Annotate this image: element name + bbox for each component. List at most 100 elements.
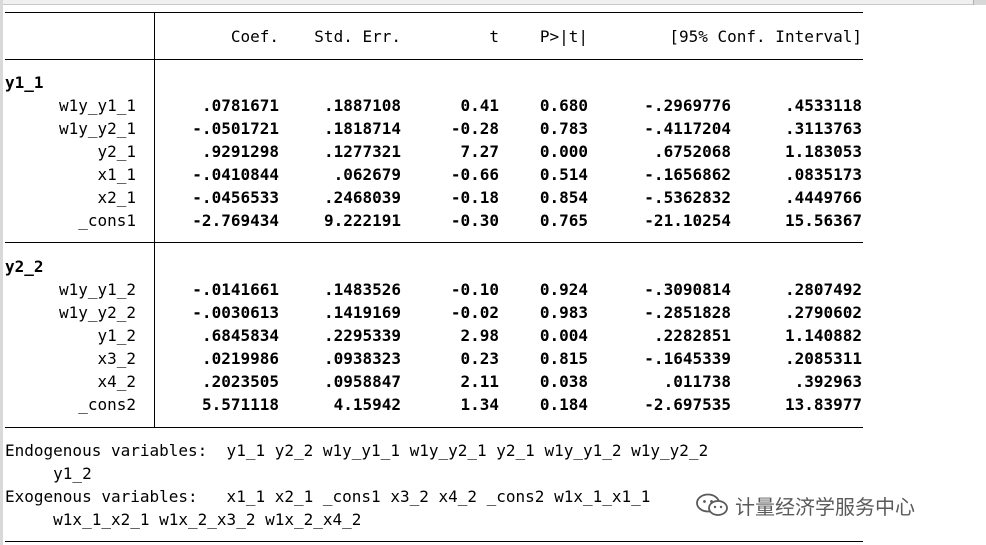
t-value: 7.27 bbox=[460, 142, 499, 161]
ci-upper-value: .2085311 bbox=[784, 349, 862, 368]
equation-label-y1-1: y1_1 bbox=[5, 73, 44, 92]
header-bottom-rule bbox=[5, 59, 863, 60]
stderr-value: .2295339 bbox=[323, 326, 401, 345]
stderr-value: 4.15942 bbox=[333, 395, 401, 414]
table-row: y1_2 .6845834 .2295339 2.98 0.004 .2282851 1.1… bbox=[5, 324, 863, 347]
p-value: 0.983 bbox=[539, 303, 588, 322]
p-value: 0.514 bbox=[539, 165, 588, 184]
ci-lower-value: -.2969776 bbox=[644, 96, 731, 115]
table-row: _cons2 5.571118 4.15942 1.34 0.184 -2.697535 1… bbox=[5, 393, 863, 416]
table-header-row: Coef. Std. Err. t P>|t| [95% Conf. Inter… bbox=[5, 25, 863, 48]
equation-label-y2-2: y2_2 bbox=[5, 257, 44, 276]
ci-upper-value: 1.183053 bbox=[784, 142, 862, 161]
header-column-separator bbox=[154, 12, 155, 59]
eq2-column-separator bbox=[154, 242, 155, 427]
ci-lower-value: -.5362832 bbox=[644, 188, 731, 207]
ci-upper-value: .4449766 bbox=[784, 188, 862, 207]
ci-lower-value: -21.10254 bbox=[644, 211, 731, 230]
p-value: 0.924 bbox=[539, 280, 588, 299]
ci-lower-value: -.1645339 bbox=[644, 349, 731, 368]
variable-name: y1_2 bbox=[97, 326, 136, 345]
coef-value: -.0501721 bbox=[192, 119, 279, 138]
ci-upper-value: 13.83977 bbox=[784, 395, 862, 414]
p-value: 0.004 bbox=[539, 326, 588, 345]
exogenous-note-line2: w1x_1_x2_1 w1x_2_x3_2 w1x_2_x4_2 bbox=[5, 510, 362, 529]
variable-name: w1y_y2_1 bbox=[58, 119, 136, 138]
coef-value: .9291298 bbox=[201, 142, 279, 161]
eq1-column-separator bbox=[154, 59, 155, 242]
table-row: x1_1 -.0410844 .062679 -0.66 0.514 -.1656862.… bbox=[5, 163, 863, 186]
stderr-value: .1419169 bbox=[323, 303, 401, 322]
header-stderr: Std. Err. bbox=[314, 27, 401, 46]
watermark: 计量经济学服务中心 bbox=[695, 490, 915, 520]
t-value: -0.28 bbox=[450, 119, 499, 138]
wechat-icon bbox=[696, 493, 728, 516]
coef-value: -2.769434 bbox=[192, 211, 279, 230]
notes-bottom-rule bbox=[5, 541, 863, 542]
table-bottom-rule bbox=[5, 427, 863, 428]
variable-name: _cons1 bbox=[78, 211, 136, 230]
coef-value: .0219986 bbox=[201, 349, 279, 368]
variable-name: x3_2 bbox=[97, 349, 136, 368]
t-value: -0.18 bbox=[450, 188, 499, 207]
header-ci: [95% Conf. Interval] bbox=[669, 27, 862, 46]
ci-lower-value: -.2851828 bbox=[644, 303, 731, 322]
table-row: w1y_y1_1 .0781671 .1887108 0.41 0.680 -.29697… bbox=[5, 94, 863, 117]
eq1-bottom-rule bbox=[5, 242, 863, 243]
p-value: 0.000 bbox=[539, 142, 588, 161]
ci-upper-value: .4533118 bbox=[784, 96, 862, 115]
table-row: w1y_y2_1 -.0501721 .1818714 -0.28 0.783 -.411… bbox=[5, 117, 863, 140]
table-row: _cons1 -2.769434 9.222191 -0.30 0.765 -21.102… bbox=[5, 209, 863, 232]
ci-lower-value: -.3090814 bbox=[644, 280, 731, 299]
coef-value: -.0410844 bbox=[192, 165, 279, 184]
ci-upper-value: .3113763 bbox=[784, 119, 862, 138]
ci-lower-value: .6752068 bbox=[653, 142, 731, 161]
coef-value: .0781671 bbox=[201, 96, 279, 115]
table-row: w1y_y1_2 -.0141661 .1483526 -0.10 0.924 -.309… bbox=[5, 278, 863, 301]
t-value: 0.23 bbox=[460, 349, 499, 368]
stderr-value: .1483526 bbox=[323, 280, 401, 299]
ci-upper-value: .392963 bbox=[794, 372, 862, 391]
coef-value: .6845834 bbox=[201, 326, 279, 345]
ci-upper-value: .0835173 bbox=[784, 165, 862, 184]
p-value: 0.765 bbox=[539, 211, 588, 230]
variable-name: x2_1 bbox=[97, 188, 136, 207]
stderr-value: .1277321 bbox=[323, 142, 401, 161]
coef-value: 5.571118 bbox=[201, 395, 279, 414]
ci-lower-value: -.1656862 bbox=[644, 165, 731, 184]
p-value: 0.184 bbox=[539, 395, 588, 414]
t-value: 2.98 bbox=[460, 326, 499, 345]
window-frame-top bbox=[0, 0, 986, 5]
stderr-value: .0938323 bbox=[323, 349, 401, 368]
ci-lower-value: .2282851 bbox=[653, 326, 731, 345]
scrollbar-corner[interactable] bbox=[973, 0, 986, 5]
p-value: 0.815 bbox=[539, 349, 588, 368]
p-value: 0.680 bbox=[539, 96, 588, 115]
endogenous-note-line2: y1_2 bbox=[5, 464, 92, 483]
t-value: 0.41 bbox=[460, 96, 499, 115]
p-value: 0.783 bbox=[539, 119, 588, 138]
variable-name: x1_1 bbox=[97, 165, 136, 184]
ci-upper-value: .2807492 bbox=[784, 280, 862, 299]
ci-upper-value: 1.140882 bbox=[784, 326, 862, 345]
left-margin-rule bbox=[0, 0, 3, 545]
t-value: -0.02 bbox=[450, 303, 499, 322]
t-value: 2.11 bbox=[460, 372, 499, 391]
variable-name: w1y_y1_1 bbox=[58, 96, 136, 115]
variable-name: w1y_y2_2 bbox=[58, 303, 136, 322]
t-value: -0.66 bbox=[450, 165, 499, 184]
stderr-value: .062679 bbox=[333, 165, 401, 184]
t-value: 1.34 bbox=[460, 395, 499, 414]
t-value: -0.10 bbox=[450, 280, 499, 299]
coef-value: -.0456533 bbox=[192, 188, 279, 207]
table-row: x2_1 -.0456533 .2468039 -0.18 0.854 -.5362832… bbox=[5, 186, 863, 209]
table-row: x4_2 .2023505 .0958847 2.11 0.038 .011738 .392… bbox=[5, 370, 863, 393]
p-value: 0.038 bbox=[539, 372, 588, 391]
stderr-value: 9.222191 bbox=[323, 211, 401, 230]
ci-lower-value: -.4117204 bbox=[644, 119, 731, 138]
coef-value: -.0030613 bbox=[192, 303, 279, 322]
p-value: 0.854 bbox=[539, 188, 588, 207]
exogenous-note-line1: Exogenous variables: x1_1 x2_1 _cons1 x3… bbox=[5, 487, 651, 506]
variable-name: _cons2 bbox=[78, 395, 136, 414]
table-top-rule bbox=[5, 12, 863, 13]
